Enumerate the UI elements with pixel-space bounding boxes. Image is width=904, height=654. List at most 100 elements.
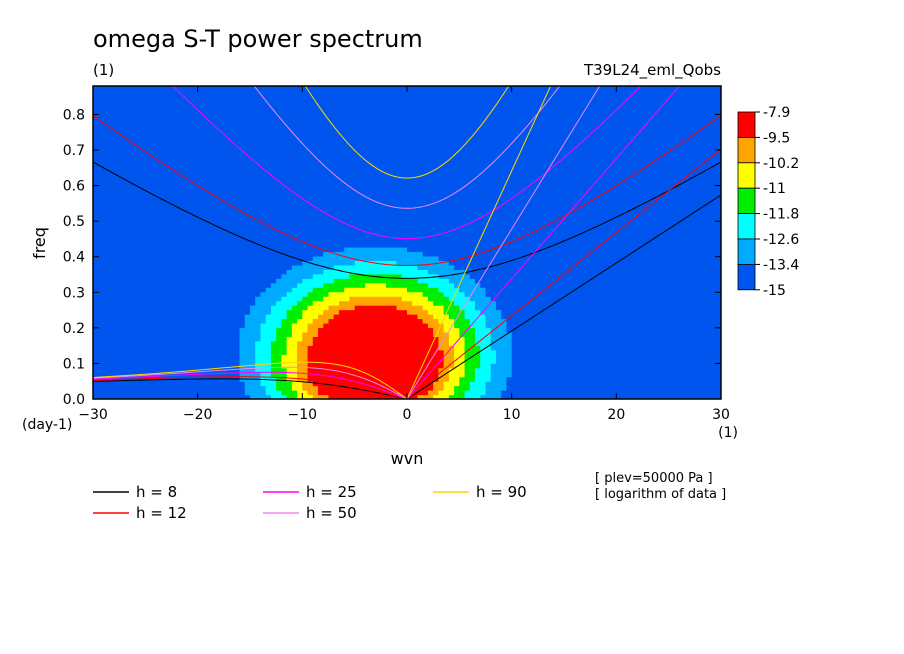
field-cell <box>443 358 450 364</box>
field-cell <box>239 327 246 333</box>
field-cell <box>145 157 152 163</box>
field-cell <box>401 314 408 320</box>
field-cell <box>459 90 466 96</box>
field-cell <box>150 318 157 324</box>
field-cell <box>145 305 152 311</box>
field-cell <box>370 238 377 244</box>
field-cell <box>140 242 146 248</box>
field-cell <box>349 117 356 123</box>
field-cell <box>98 269 105 275</box>
field-cell <box>229 121 235 127</box>
field-cell <box>155 381 162 387</box>
field-cell <box>459 251 466 257</box>
field-cell <box>145 126 152 132</box>
field-cell <box>417 264 424 270</box>
field-cell <box>433 224 439 230</box>
field-cell <box>349 86 356 92</box>
field-cell <box>396 296 403 302</box>
field-cell <box>103 305 110 311</box>
field-cell <box>202 251 209 257</box>
field-cell <box>255 309 262 315</box>
field-cell <box>401 229 408 235</box>
field-cell <box>150 331 157 337</box>
field-cell <box>459 372 466 378</box>
field-cell <box>150 349 157 355</box>
field-cell <box>412 229 419 235</box>
field-cell <box>391 108 398 114</box>
field-cell <box>318 229 324 235</box>
field-cell <box>229 144 235 150</box>
field-cell <box>181 278 188 284</box>
field-cell <box>265 103 272 109</box>
field-cell <box>124 309 131 315</box>
field-cell <box>412 309 419 315</box>
field-cell <box>208 345 214 351</box>
field-cell <box>338 264 345 270</box>
field-cell <box>213 238 220 244</box>
field-cell <box>302 99 309 105</box>
field-cell <box>297 103 303 109</box>
field-cell <box>312 157 319 163</box>
field-cell <box>244 184 251 190</box>
field-cell <box>401 117 408 123</box>
field-cell <box>265 376 272 382</box>
field-cell <box>124 153 131 159</box>
field-cell <box>281 394 288 399</box>
field-cell <box>103 340 110 346</box>
field-cell <box>234 296 241 302</box>
field-cell <box>113 135 120 141</box>
field-cell <box>448 282 455 288</box>
field-cell <box>359 117 366 123</box>
field-cell <box>166 390 173 396</box>
field-cell <box>302 86 309 92</box>
field-cell <box>443 166 450 172</box>
field-cell <box>260 90 267 96</box>
field-cell <box>401 179 408 185</box>
field-cell <box>113 394 120 399</box>
field-cell <box>108 300 115 306</box>
field-cell <box>307 153 314 159</box>
field-cell <box>124 224 131 230</box>
field-cell <box>448 309 455 315</box>
field-cell <box>134 170 141 177</box>
field-cell <box>375 112 382 118</box>
field-cell <box>93 385 99 391</box>
field-cell <box>333 206 340 212</box>
field-cell <box>401 90 408 96</box>
field-cell <box>166 229 173 235</box>
field-cell <box>401 188 408 194</box>
field-cell <box>145 390 152 396</box>
field-cell <box>187 188 194 194</box>
field-cell <box>98 206 105 212</box>
field-cell <box>276 314 282 320</box>
field-cell <box>239 305 246 311</box>
field-cell <box>98 175 105 181</box>
field-cell <box>265 135 272 141</box>
field-cell <box>438 94 445 101</box>
field-cell <box>213 260 220 266</box>
field-cell <box>464 291 471 297</box>
field-cell <box>291 314 298 320</box>
field-cell <box>407 179 413 185</box>
field-cell <box>396 94 403 101</box>
field-cell <box>250 260 256 266</box>
field-cell <box>234 358 241 364</box>
field-cell <box>176 269 183 275</box>
field-cell <box>93 358 99 364</box>
field-cell <box>359 197 366 203</box>
field-cell <box>113 179 120 185</box>
field-cell <box>375 130 382 136</box>
field-cell <box>401 202 408 208</box>
field-cell <box>265 184 272 190</box>
field-cell <box>129 394 136 399</box>
field-cell <box>344 117 351 123</box>
field-cell <box>375 229 382 235</box>
field-cell <box>281 130 288 136</box>
field-cell <box>213 278 220 284</box>
field-cell <box>145 327 152 333</box>
field-cell <box>307 287 314 293</box>
field-cell <box>208 94 214 101</box>
field-cell <box>255 385 262 391</box>
field-cell <box>108 363 115 369</box>
field-cell <box>344 211 351 217</box>
